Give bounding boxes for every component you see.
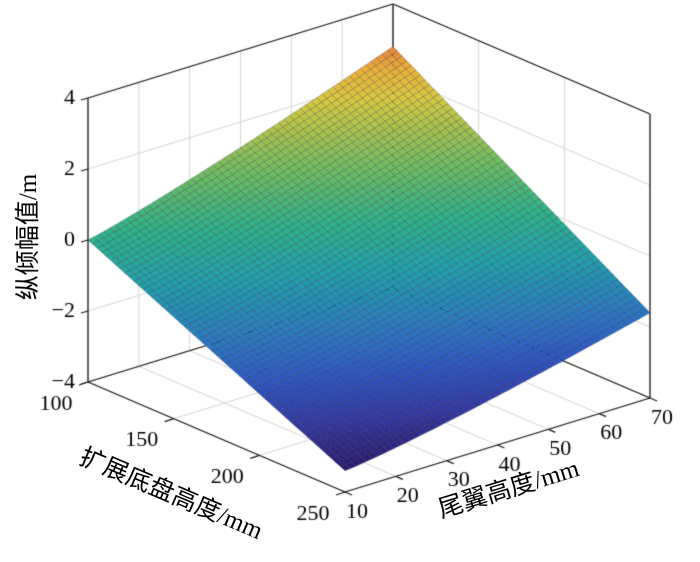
- z-axis-title: 纵倾幅值/m: [15, 173, 42, 301]
